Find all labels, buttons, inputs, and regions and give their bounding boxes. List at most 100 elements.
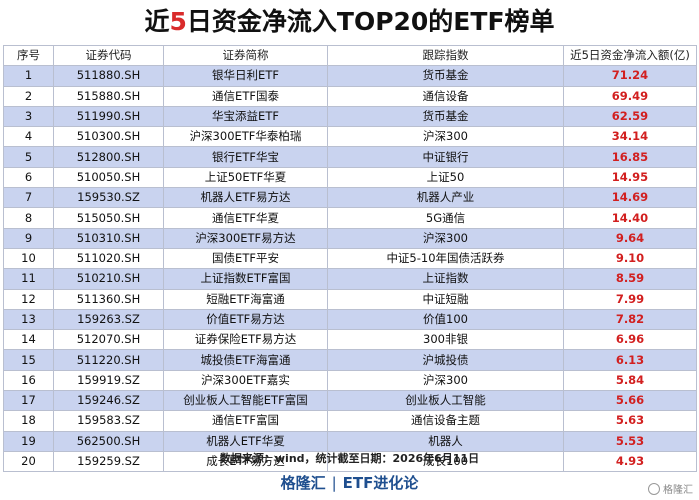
cell-name: 银行ETF华宝 <box>163 146 328 168</box>
cell-code: 515050.SH <box>53 207 164 229</box>
cell-code: 511220.SH <box>53 349 164 371</box>
cell-inflow: 4.93 <box>563 450 697 473</box>
footer-branding: 格隆汇 | ETF进化论 <box>0 472 699 493</box>
cell-index: 中证5-10年国债活跃券 <box>327 247 564 270</box>
cell-code: 511020.SH <box>53 247 164 270</box>
table-row: 18 159583.SZ 通信ETF富国 通信设备主题 5.63 <box>3 410 697 432</box>
header-index: 跟踪指数 <box>327 44 564 67</box>
cell-name: 短融ETF海富通 <box>163 288 328 310</box>
cell-rank: 1 <box>3 65 54 87</box>
cell-index: 价值100 <box>327 308 564 331</box>
cell-rank: 16 <box>3 369 54 392</box>
cell-rank: 10 <box>3 247 54 270</box>
cell-code: 510050.SH <box>53 166 164 189</box>
table-row: 5 512800.SH 银行ETF华宝 中证银行 16.85 <box>3 146 697 168</box>
cell-name: 沪深300ETF嘉实 <box>163 369 328 392</box>
cell-index: 沪深300 <box>327 369 564 392</box>
cell-rank: 11 <box>3 268 54 290</box>
cell-rank: 20 <box>3 450 54 473</box>
cell-rank: 15 <box>3 349 54 371</box>
cell-name: 上证指数ETF富国 <box>163 268 328 290</box>
cell-index: 300非银 <box>327 329 564 351</box>
cell-index: 沪深300 <box>327 227 564 249</box>
cell-rank: 2 <box>3 85 54 107</box>
header-rank: 序号 <box>3 44 54 67</box>
table-row: 9 510310.SH 沪深300ETF易方达 沪深300 9.64 <box>3 227 697 249</box>
table-row: 15 511220.SH 城投债ETF海富通 沪城投债 6.13 <box>3 349 697 371</box>
cell-name: 城投债ETF海富通 <box>163 349 328 371</box>
cell-inflow: 14.69 <box>563 187 697 209</box>
cell-name: 成长ETF易方达 <box>163 450 328 473</box>
cell-index: 机器人产业 <box>327 187 564 209</box>
cell-code: 511880.SH <box>53 65 164 87</box>
cell-index: 上证50 <box>327 166 564 189</box>
cell-rank: 9 <box>3 227 54 249</box>
cell-code: 510300.SH <box>53 126 164 148</box>
table-row: 4 510300.SH 沪深300ETF华泰柏瑞 沪深300 34.14 <box>3 126 697 148</box>
footer-separator: | <box>331 474 337 492</box>
cell-rank: 8 <box>3 207 54 229</box>
table-row: 3 511990.SH 华宝添益ETF 货币基金 62.59 <box>3 105 697 128</box>
table-row: 19 562500.SH 机器人ETF华夏 机器人 5.53 <box>3 430 697 452</box>
cell-index: 通信设备 <box>327 85 564 107</box>
cell-code: 159530.SZ <box>53 187 164 209</box>
cell-inflow: 5.66 <box>563 390 697 412</box>
cell-inflow: 34.14 <box>563 126 697 148</box>
cell-rank: 4 <box>3 126 54 148</box>
cell-name: 上证50ETF华夏 <box>163 166 328 189</box>
cell-name: 沪深300ETF易方达 <box>163 227 328 249</box>
cell-index: 沪城投债 <box>327 349 564 371</box>
cell-inflow: 14.95 <box>563 166 697 189</box>
etf-ranking-table: 序号 证券代码 证券简称 跟踪指数 近5日资金净流入额(亿) 1 511880.S… <box>3 44 697 473</box>
cell-code: 511990.SH <box>53 105 164 128</box>
cell-inflow: 5.53 <box>563 430 697 452</box>
table-row: 20 159259.SZ 成长ETF易方达 成长100 4.93 <box>3 450 697 473</box>
cell-name: 价值ETF易方达 <box>163 308 328 331</box>
cell-inflow: 7.82 <box>563 308 697 331</box>
header-name: 证券简称 <box>163 44 328 67</box>
cell-inflow: 6.13 <box>563 349 697 371</box>
table-row: 16 159919.SZ 沪深300ETF嘉实 沪深300 5.84 <box>3 369 697 392</box>
cell-rank: 19 <box>3 430 54 452</box>
cell-rank: 7 <box>3 187 54 209</box>
cell-inflow: 71.24 <box>563 65 697 87</box>
cell-name: 机器人ETF易方达 <box>163 187 328 209</box>
watermark-text: 格隆汇 <box>663 485 693 496</box>
cell-rank: 6 <box>3 166 54 189</box>
cell-code: 159263.SZ <box>53 308 164 331</box>
cell-name: 证券保险ETF易方达 <box>163 329 328 351</box>
cell-index: 中证银行 <box>327 146 564 168</box>
cell-code: 512070.SH <box>53 329 164 351</box>
table-row: 10 511020.SH 国债ETF平安 中证5-10年国债活跃券 9.10 <box>3 247 697 270</box>
cell-inflow: 16.85 <box>563 146 697 168</box>
cell-name: 通信ETF富国 <box>163 410 328 432</box>
cell-name: 国债ETF平安 <box>163 247 328 270</box>
cell-index: 货币基金 <box>327 105 564 128</box>
table-row: 2 515880.SH 通信ETF国泰 通信设备 69.49 <box>3 85 697 107</box>
cell-inflow: 69.49 <box>563 85 697 107</box>
title-highlight-number: 5 <box>169 7 187 36</box>
watermark-logo-icon <box>648 482 660 495</box>
table-row: 6 510050.SH 上证50ETF华夏 上证50 14.95 <box>3 166 697 189</box>
cell-inflow: 5.63 <box>563 410 697 432</box>
cell-index: 中证短融 <box>327 288 564 310</box>
page-title: 近5日资金净流入TOP20的ETF榜单 <box>0 2 699 42</box>
cell-code: 159246.SZ <box>53 390 164 412</box>
cell-name: 银华日利ETF <box>163 65 328 87</box>
cell-inflow: 62.59 <box>563 105 697 128</box>
header-code: 证券代码 <box>53 44 164 67</box>
cell-index: 机器人 <box>327 430 564 452</box>
footer-brand: 格隆汇 <box>280 474 326 492</box>
cell-rank: 3 <box>3 105 54 128</box>
cell-index: 上证指数 <box>327 268 564 290</box>
cell-name: 机器人ETF华夏 <box>163 430 328 452</box>
cell-name: 创业板人工智能ETF富国 <box>163 390 328 412</box>
cell-rank: 14 <box>3 329 54 351</box>
table-header-row: 序号 证券代码 证券简称 跟踪指数 近5日资金净流入额(亿) <box>3 44 697 67</box>
cell-code: 510310.SH <box>53 227 164 249</box>
table-row: 13 159263.SZ 价值ETF易方达 价值100 7.82 <box>3 308 697 331</box>
cell-name: 通信ETF国泰 <box>163 85 328 107</box>
cell-inflow: 14.40 <box>563 207 697 229</box>
cell-rank: 18 <box>3 410 54 432</box>
cell-code: 159583.SZ <box>53 410 164 432</box>
